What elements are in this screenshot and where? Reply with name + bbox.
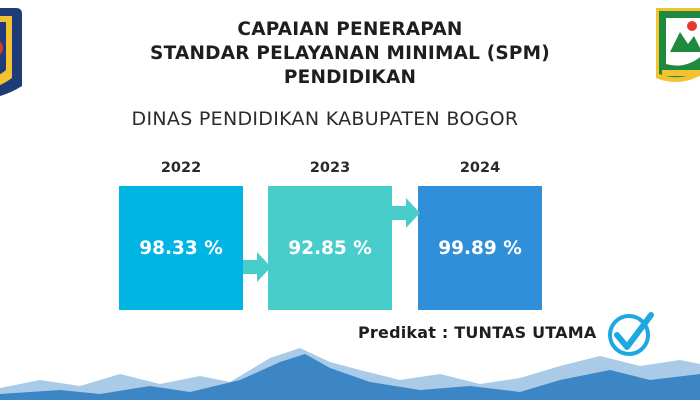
value-box-2024: 99.89 % xyxy=(418,186,542,310)
value-box-2023: 92.85 % xyxy=(268,186,392,310)
mountain-decoration xyxy=(0,348,700,400)
value-2023: 92.85 % xyxy=(288,237,372,259)
title-line-3: PENDIDIKAN xyxy=(283,67,417,88)
value-2022: 98.33 % xyxy=(139,237,223,259)
checkmark-circle-icon xyxy=(608,312,654,356)
title-line-2: STANDAR PELAYANAN MINIMAL (SPM) xyxy=(150,43,550,64)
government-emblem-icon xyxy=(0,8,22,97)
kabupaten-bogor-emblem-icon xyxy=(656,8,700,82)
year-label-2023: 2023 xyxy=(309,160,351,176)
year-label-2022: 2022 xyxy=(160,160,202,176)
predikat-text: Predikat : TUNTAS UTAMA xyxy=(358,323,597,342)
agency-name: DINAS PENDIDIKAN KABUPATEN BOGOR xyxy=(131,108,519,130)
year-label-2024: 2024 xyxy=(459,160,501,176)
value-2024: 99.89 % xyxy=(438,237,522,259)
title-line-1: CAPAIAN PENERAPAN xyxy=(237,19,463,40)
arrow-right-icon xyxy=(392,198,420,228)
value-box-2022: 98.33 % xyxy=(119,186,243,310)
arrow-right-icon xyxy=(243,252,271,282)
